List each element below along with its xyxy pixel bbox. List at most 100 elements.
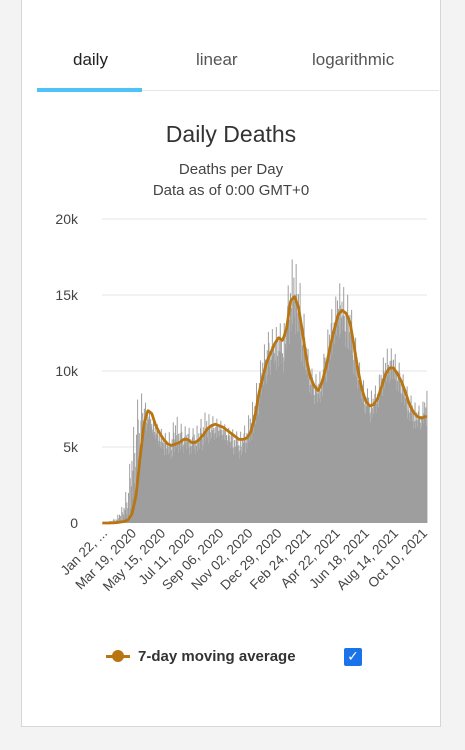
deaths-bar: [179, 433, 181, 523]
deaths-bar: [421, 426, 423, 523]
deaths-bar: [248, 415, 250, 523]
moving-average-checkbox[interactable]: ✓: [344, 648, 362, 666]
deaths-bar: [227, 435, 229, 523]
deaths-bar: [176, 416, 178, 523]
deaths-bar: [134, 498, 136, 523]
deaths-bar: [165, 442, 167, 523]
deaths-bar: [159, 435, 161, 523]
deaths-bar: [152, 429, 154, 523]
deaths-bar: [323, 353, 325, 523]
deaths-bar: [265, 359, 267, 523]
deaths-bar: [173, 432, 175, 523]
deaths-bar: [166, 448, 168, 523]
deaths-bar: [244, 437, 246, 523]
deaths-bar: [299, 282, 301, 523]
deaths-bar: [353, 360, 355, 523]
deaths-bar: [231, 448, 233, 523]
deaths-bar: [381, 378, 383, 523]
deaths-bar: [206, 421, 208, 523]
tab-daily[interactable]: daily: [73, 50, 108, 69]
deaths-bar: [329, 334, 331, 523]
deaths-bar: [302, 329, 304, 523]
deaths-bar: [399, 392, 401, 523]
deaths-bar: [303, 313, 305, 523]
deaths-bar: [256, 383, 258, 523]
deaths-bar: [133, 426, 135, 523]
deaths-bar: [375, 398, 377, 523]
deaths-bar: [163, 449, 165, 523]
deaths-bar: [423, 423, 425, 523]
deaths-bar: [404, 398, 406, 523]
deaths-bar: [383, 370, 385, 523]
deaths-bar: [344, 347, 346, 523]
deaths-bar: [124, 509, 126, 523]
deaths-bar: [416, 412, 418, 523]
deaths-bar: [324, 357, 326, 523]
deaths-bar: [351, 309, 353, 523]
deaths-bar: [415, 420, 417, 523]
chart-legend[interactable]: 7-day moving average: [106, 645, 296, 667]
deaths-bar: [351, 354, 353, 523]
deaths-bar: [267, 374, 269, 523]
deaths-bar: [158, 446, 160, 523]
deaths-bar: [209, 425, 211, 523]
deaths-bar: [141, 431, 143, 523]
deaths-bar: [196, 425, 198, 523]
deaths-bar: [228, 441, 230, 523]
deaths-bar: [305, 357, 307, 523]
deaths-bar: [366, 388, 368, 523]
deaths-bar: [134, 453, 136, 523]
deaths-bar: [359, 362, 361, 523]
deaths-bar: [117, 514, 119, 523]
deaths-bar: [254, 406, 256, 523]
deaths-bar: [155, 438, 157, 523]
deaths-bar: [365, 405, 367, 523]
deaths-bar: [317, 402, 319, 523]
deaths-bar: [412, 413, 414, 523]
deaths-bar: [322, 383, 324, 523]
deaths-bar: [369, 422, 371, 523]
deaths-bar: [385, 362, 387, 523]
deaths-bar: [318, 383, 320, 523]
deaths-bar: [284, 361, 286, 523]
deaths-bar: [319, 402, 321, 523]
deaths-bar: [167, 442, 169, 523]
deaths-bar: [357, 388, 359, 523]
deaths-bar: [194, 440, 196, 523]
deaths-bar: [240, 454, 242, 523]
deaths-bar: [425, 425, 427, 523]
tab-linear[interactable]: linear: [196, 50, 238, 69]
deaths-bar: [172, 456, 174, 523]
deaths-bar: [420, 415, 422, 523]
deaths-bar: [357, 380, 359, 523]
deaths-bar: [346, 315, 348, 523]
deaths-bar: [350, 350, 351, 523]
deaths-bar: [347, 315, 349, 523]
deaths-bar: [171, 439, 173, 523]
deaths-bar: [329, 359, 331, 523]
deaths-bar: [268, 342, 270, 523]
deaths-bar: [139, 472, 141, 523]
deaths-bar: [338, 308, 340, 523]
deaths-bar: [299, 315, 301, 523]
deaths-bar: [339, 283, 341, 523]
deaths-bar: [165, 454, 167, 523]
deaths-bar: [403, 388, 405, 523]
deaths-bar: [364, 404, 366, 523]
deaths-bar: [331, 309, 333, 523]
deaths-bar: [296, 294, 298, 523]
deaths-bar: [352, 340, 354, 523]
deaths-bar: [172, 422, 174, 523]
deaths-bar: [236, 431, 238, 523]
tab-logarithmic[interactable]: logarithmic: [312, 50, 395, 69]
deaths-bar: [186, 449, 188, 523]
deaths-bar: [358, 372, 360, 523]
deaths-bar: [128, 492, 130, 523]
deaths-bar: [252, 414, 254, 523]
deaths-bar: [342, 330, 344, 523]
deaths-bar: [294, 294, 296, 523]
deaths-bar: [350, 334, 352, 523]
deaths-bar: [355, 352, 357, 523]
deaths-bar: [123, 507, 125, 523]
deaths-bar: [131, 460, 133, 523]
